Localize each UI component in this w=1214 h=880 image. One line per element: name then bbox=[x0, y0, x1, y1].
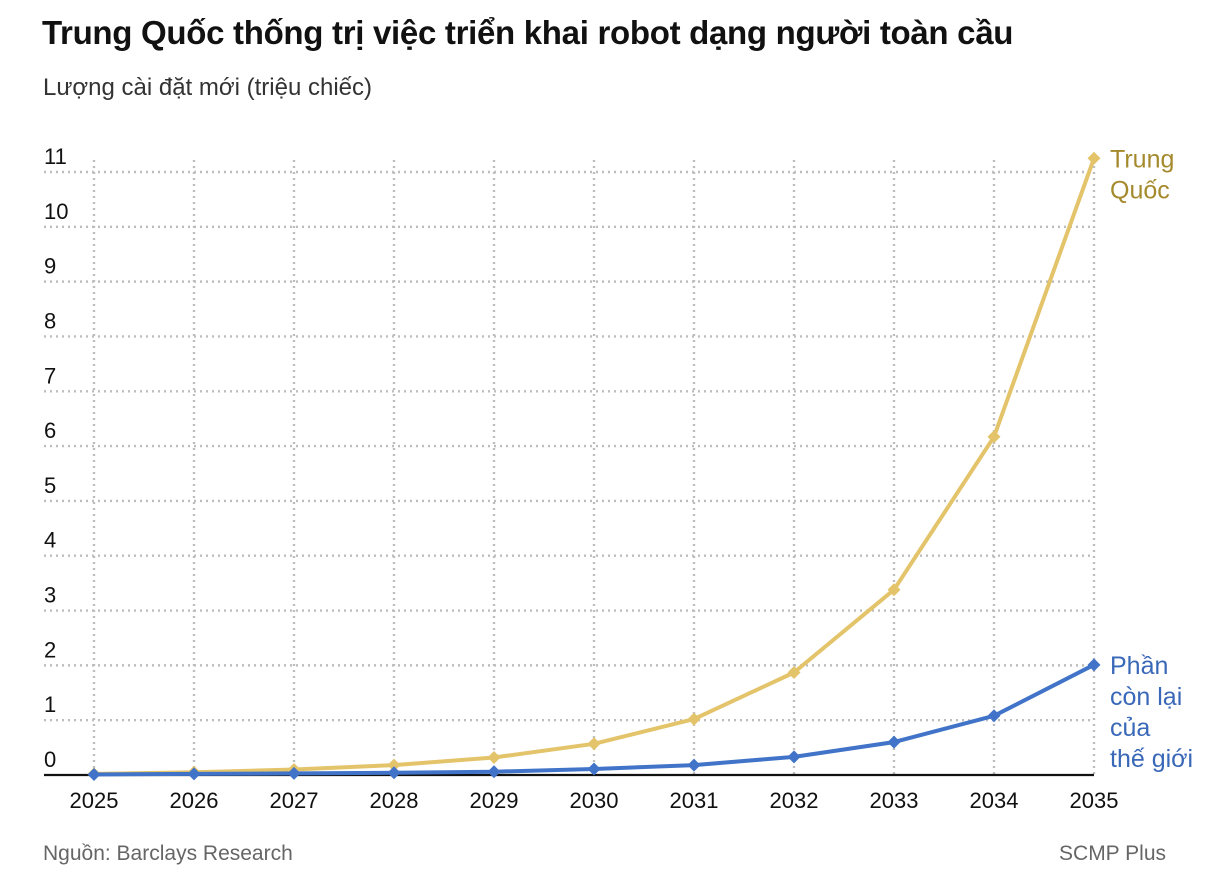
y-tick-label: 3 bbox=[44, 583, 56, 608]
grid-layer bbox=[44, 160, 1096, 777]
data-point-2030 bbox=[587, 762, 601, 776]
series-label-line: Quốc bbox=[1110, 176, 1170, 204]
series-label-line: thế giới bbox=[1110, 745, 1193, 773]
source-note: Nguồn: Barclays Research bbox=[43, 842, 293, 865]
y-tick-label: 2 bbox=[44, 637, 56, 662]
data-point-2028 bbox=[387, 766, 401, 780]
x-tick-label: 2026 bbox=[170, 788, 219, 813]
y-tick-label: 8 bbox=[44, 308, 56, 333]
data-point-2032 bbox=[787, 665, 801, 679]
data-point-2030 bbox=[587, 737, 601, 751]
data-point-2033 bbox=[887, 583, 901, 597]
x-tick-label: 2035 bbox=[1070, 788, 1119, 813]
x-tick-label: 2028 bbox=[370, 788, 419, 813]
series-labels: Trung Quốc Phần còn lại của thế giới bbox=[1110, 145, 1193, 773]
series-label-line: của bbox=[1110, 714, 1150, 742]
data-point-2028 bbox=[387, 758, 401, 772]
x-tick-label: 2027 bbox=[270, 788, 319, 813]
x-tick-label: 2032 bbox=[770, 788, 819, 813]
series-label-line: Phần bbox=[1110, 652, 1168, 680]
y-tick-label: 9 bbox=[44, 254, 56, 279]
y-tick-label: 0 bbox=[44, 747, 56, 772]
y-tick-label: 1 bbox=[44, 692, 56, 717]
credit-note: SCMP Plus bbox=[1059, 842, 1166, 865]
chart-subtitle: Lượng cài đặt mới (triệu chiếc) bbox=[43, 74, 372, 101]
chart-title: Trung Quốc thống trị việc triển khai rob… bbox=[42, 14, 1014, 51]
data-point-2026 bbox=[187, 767, 201, 781]
series-label-china: Trung Quốc bbox=[1110, 145, 1174, 204]
data-point-2034 bbox=[987, 709, 1001, 723]
data-point-2027 bbox=[287, 766, 301, 780]
y-tick-label: 10 bbox=[44, 199, 68, 224]
data-point-2035 bbox=[1087, 658, 1101, 672]
x-tick-label: 2034 bbox=[970, 788, 1019, 813]
series-label-rest-of-world: Phần còn lại của thế giới bbox=[1110, 652, 1193, 773]
y-tick-label: 5 bbox=[44, 473, 56, 498]
x-tick-label: 2030 bbox=[570, 788, 619, 813]
data-point-2031 bbox=[687, 758, 701, 772]
y-tick-label: 7 bbox=[44, 363, 56, 388]
y-tick-label: 4 bbox=[44, 528, 56, 553]
data-point-2032 bbox=[787, 750, 801, 764]
data-point-2029 bbox=[487, 765, 501, 779]
data-point-2025 bbox=[87, 767, 101, 781]
x-tick-label: 2029 bbox=[470, 788, 519, 813]
data-point-2033 bbox=[887, 735, 901, 749]
x-tick-labels: 2025 2026 2027 2028 2029 2030 2031 2032 2033 2034… bbox=[70, 788, 1119, 813]
y-tick-labels: 0 1 2 3 4 5 6 7 8 9 10 11 bbox=[44, 144, 68, 772]
series-label-line: còn lại bbox=[1110, 683, 1182, 711]
y-tick-label: 6 bbox=[44, 418, 56, 443]
x-tick-label: 2025 bbox=[70, 788, 119, 813]
data-point-2035 bbox=[1087, 151, 1101, 165]
data-point-2034 bbox=[987, 430, 1001, 444]
series-rest-of-world bbox=[87, 658, 1101, 781]
x-tick-label: 2031 bbox=[670, 788, 719, 813]
series-label-line: Trung bbox=[1110, 145, 1174, 173]
data-point-2031 bbox=[687, 712, 701, 726]
series-layer bbox=[87, 151, 1101, 781]
x-tick-label: 2033 bbox=[870, 788, 919, 813]
data-point-2029 bbox=[487, 750, 501, 764]
y-tick-label: 11 bbox=[44, 144, 67, 169]
